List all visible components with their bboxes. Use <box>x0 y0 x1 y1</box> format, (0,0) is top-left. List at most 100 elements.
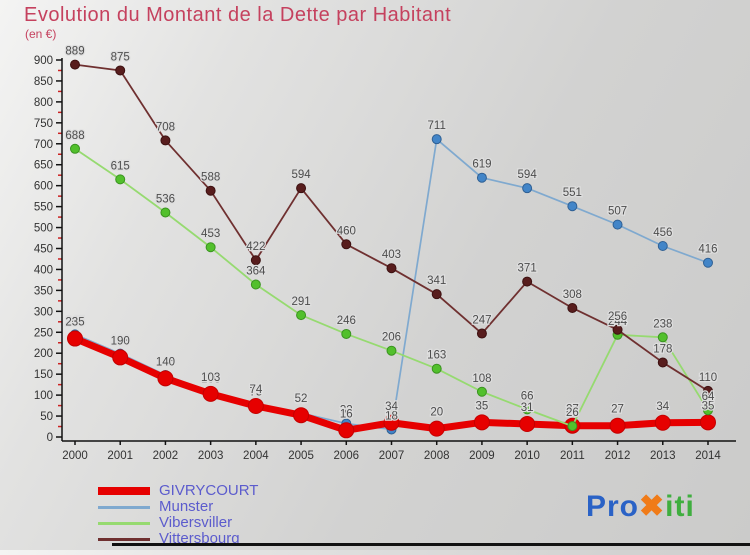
svg-text:34: 34 <box>385 401 398 413</box>
logo-part: Pro <box>586 490 640 523</box>
svg-text:456: 456 <box>653 227 672 239</box>
svg-text:536: 536 <box>156 193 175 205</box>
svg-text:34: 34 <box>656 401 669 413</box>
legend-item-munster: Munster <box>98 499 258 515</box>
svg-text:246: 246 <box>337 315 356 327</box>
series-Vibersviller <box>70 143 713 432</box>
svg-text:26: 26 <box>566 407 579 419</box>
svg-text:2000: 2000 <box>62 450 88 462</box>
labels-Vittersbourg: 889 875 708 588 422 594 460 403 341 247 371 308 256 1… <box>64 44 718 385</box>
svg-text:2001: 2001 <box>107 450 133 462</box>
svg-text:500: 500 <box>34 223 53 235</box>
svg-text:27: 27 <box>611 404 624 416</box>
svg-text:0: 0 <box>47 432 53 444</box>
svg-text:250: 250 <box>34 327 53 339</box>
svg-text:422: 422 <box>246 241 265 253</box>
legend-label: GIVRYCOURT <box>159 482 259 499</box>
svg-text:238: 238 <box>653 318 672 330</box>
svg-text:245: 245 <box>65 315 84 327</box>
y-axis: 0 50 100 150 200 250 300 350 400 450 500 550 600 650 7… <box>34 55 63 444</box>
svg-text:66: 66 <box>521 390 534 402</box>
svg-text:100: 100 <box>34 390 53 402</box>
page-subtitle: (en €) <box>25 27 57 41</box>
svg-text:507: 507 <box>608 206 627 218</box>
svg-text:206: 206 <box>382 332 401 344</box>
svg-text:889: 889 <box>65 46 84 58</box>
logo-part: ✖ <box>639 490 666 523</box>
svg-text:850: 850 <box>34 76 53 88</box>
svg-text:140: 140 <box>156 356 175 368</box>
labels-Vibersviller: 688 615 536 453 364 291 246 206 163 108 66 26 244 238… <box>64 129 716 421</box>
svg-text:416: 416 <box>698 244 717 256</box>
svg-text:600: 600 <box>34 181 53 193</box>
svg-text:2014: 2014 <box>695 450 721 462</box>
svg-text:900: 900 <box>34 55 53 67</box>
svg-text:32: 32 <box>340 405 353 417</box>
svg-text:190: 190 <box>111 335 130 347</box>
svg-text:650: 650 <box>34 160 53 172</box>
svg-text:551: 551 <box>563 187 582 199</box>
svg-text:2012: 2012 <box>605 450 631 462</box>
legend-label: Munster <box>159 498 214 515</box>
svg-text:2002: 2002 <box>153 450 179 462</box>
svg-text:35: 35 <box>476 400 489 412</box>
svg-text:20: 20 <box>430 407 443 419</box>
svg-text:199: 199 <box>111 335 130 347</box>
svg-text:594: 594 <box>291 169 311 181</box>
legend-item-vittersbourg: Vittersbourg <box>98 531 258 547</box>
svg-text:550: 550 <box>34 202 53 214</box>
munster-line-swatch <box>98 505 150 509</box>
series-Vittersbourg <box>70 59 713 396</box>
svg-text:178: 178 <box>653 343 672 355</box>
svg-text:200: 200 <box>34 348 53 360</box>
svg-text:163: 163 <box>427 350 446 362</box>
svg-text:108: 108 <box>472 373 491 385</box>
svg-text:74: 74 <box>249 384 262 396</box>
svg-text:50: 50 <box>40 411 53 423</box>
page-title: Evolution du Montant de la Dette par Hab… <box>24 4 452 26</box>
svg-text:688: 688 <box>65 130 84 142</box>
svg-text:403: 403 <box>382 249 401 261</box>
svg-text:106: 106 <box>201 374 220 386</box>
givrycourt-line-swatch <box>98 487 150 495</box>
svg-text:711: 711 <box>428 120 446 132</box>
svg-text:460: 460 <box>337 225 356 237</box>
svg-text:110: 110 <box>699 372 717 384</box>
svg-text:750: 750 <box>34 118 53 130</box>
svg-text:52: 52 <box>295 393 308 405</box>
svg-text:400: 400 <box>34 264 53 276</box>
svg-text:308: 308 <box>563 289 582 301</box>
x-axis: 2000 2001 2002 2003 2004 2005 2006 2007 2008 2009… <box>62 440 736 462</box>
svg-text:31: 31 <box>521 402 534 414</box>
series-GIVRYCOURT <box>67 330 716 439</box>
svg-text:291: 291 <box>291 296 310 308</box>
svg-text:875: 875 <box>111 51 130 63</box>
svg-text:256: 256 <box>608 311 627 323</box>
svg-text:350: 350 <box>34 285 53 297</box>
svg-text:300: 300 <box>34 306 53 318</box>
svg-text:2008: 2008 <box>424 450 450 462</box>
logo-part: iti <box>665 490 695 523</box>
svg-text:2004: 2004 <box>243 450 269 462</box>
labels-Munster: 245 199 148 106 75 57 32 18 711 619 594 551 507 456 41… <box>64 119 719 424</box>
vittersbourg-line-swatch <box>98 537 150 541</box>
svg-text:2006: 2006 <box>333 450 359 462</box>
svg-text:708: 708 <box>156 121 175 133</box>
svg-text:16: 16 <box>340 408 353 420</box>
svg-text:2009: 2009 <box>469 450 495 462</box>
svg-text:235: 235 <box>65 317 84 329</box>
bottom-divider <box>112 543 750 546</box>
svg-text:453: 453 <box>201 228 220 240</box>
svg-text:150: 150 <box>34 369 53 381</box>
svg-text:103: 103 <box>201 372 220 384</box>
labels-GIVRYCOURT: 235 190 140 103 74 52 16 34 20 35 31 27 27 34 35 <box>64 315 715 421</box>
svg-text:247: 247 <box>472 315 491 327</box>
svg-text:2005: 2005 <box>288 450 314 462</box>
svg-text:800: 800 <box>34 97 53 109</box>
series-Munster <box>70 134 713 435</box>
svg-text:75: 75 <box>249 387 262 399</box>
svg-text:364: 364 <box>246 266 266 278</box>
svg-text:588: 588 <box>201 172 220 184</box>
